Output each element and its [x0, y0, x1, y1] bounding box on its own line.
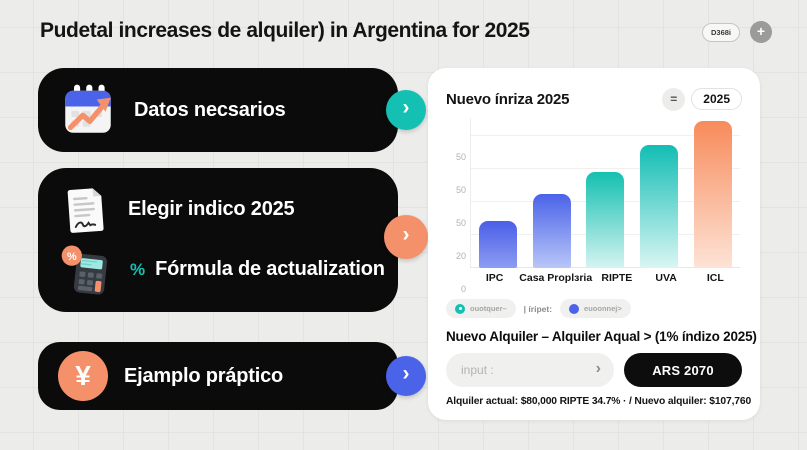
bar-ipc — [478, 221, 517, 268]
step-label-indice: Elegir indico 2025 — [128, 198, 295, 220]
page-title: Pudetal increases de alquiler) in Argent… — [40, 19, 530, 42]
currency-icon: ¥ — [58, 351, 108, 401]
step-label-datos: Datos necsarios — [134, 98, 286, 121]
x-axis-label: UVA — [655, 272, 677, 284]
step-card-datos[interactable]: Datos necsarios — [38, 68, 398, 152]
step-label-ejemplo: Ejamplo práptico — [124, 364, 284, 387]
percent-prefix: % — [130, 259, 146, 279]
x-axis-label: ICL — [706, 272, 724, 284]
y-axis-tick: 20 — [455, 251, 466, 261]
legend-pill-label: euoonnej> — [584, 304, 622, 313]
step-card-ejemplo[interactable]: ¥ Ejamplo práptico — [38, 342, 398, 410]
next-arrow-button-teal[interactable]: › — [386, 90, 426, 130]
chart-column — [471, 118, 525, 268]
x-axis-label: IPC — [485, 272, 504, 284]
equals-toggle-button[interactable]: = — [662, 87, 686, 111]
next-arrow-button-blue[interactable]: › — [386, 356, 426, 396]
panel-title: Nuevo ínriza 2025 — [446, 90, 570, 108]
calculator-percent-icon: % — [60, 243, 114, 297]
x-axis-label: Casa Proplɜria — [519, 272, 593, 284]
y-axis-tick: 50 — [455, 185, 466, 195]
legend-pill-teal: ouotquer– — [446, 299, 516, 318]
svg-text:%: % — [67, 250, 77, 262]
bar-icl — [694, 121, 733, 268]
chevron-right-icon: › — [402, 362, 410, 385]
legend-pill-label: ouotquer– — [470, 304, 507, 313]
step-card-indice-formula[interactable]: Elegir indico 2025 — [38, 168, 398, 312]
example-footnote: Alquiler actual: $80,000 RIPTE 34.7% · /… — [446, 396, 752, 407]
chart-legend: ouotquer– | íripet: euoonnej> — [446, 299, 742, 318]
bar-ripte — [586, 172, 625, 268]
y-axis-tick: 50 — [455, 218, 466, 228]
chart-column — [632, 118, 686, 268]
formula-text: Nuevo Alquiler – Alquiler Aqual > (1% ín… — [446, 329, 757, 344]
chart-column — [686, 118, 740, 268]
x-axis-labels: IPC Casa Proplɜria RIPTE UVA ICL — [470, 272, 740, 284]
legend-separator-text: | íripet: — [523, 303, 553, 314]
chart-column — [579, 118, 633, 268]
year-pill-button[interactable]: 2025 — [691, 88, 742, 110]
year-toggle: = 2025 — [662, 87, 742, 111]
x-axis-label: RIPTE — [601, 272, 633, 284]
bar-casa-propl-ria — [532, 194, 571, 268]
y-axis-tick: 0 — [460, 284, 466, 294]
calendar-trend-icon — [60, 82, 116, 138]
bar-chart: 0 20 50 50 50 IPC Casa Proplɜria RIPTE UVA I… — [446, 118, 742, 294]
gridline — [471, 135, 740, 136]
watermark-badge: D368i — [702, 23, 741, 42]
add-button[interactable]: + — [750, 21, 772, 43]
chart-column — [525, 118, 579, 268]
input-chevron-icon: › — [595, 360, 601, 377]
teal-dot-icon — [455, 303, 465, 314]
chevron-right-icon: › — [402, 223, 410, 246]
blue-dot-icon — [569, 303, 580, 314]
amount-input-wrap: › — [446, 353, 614, 387]
gridline — [471, 168, 740, 169]
legend-pill-blue: euoonnej> — [560, 299, 631, 318]
next-arrow-button-orange[interactable]: › — [384, 215, 428, 259]
step-label-formula: Fórmula de actualization — [155, 258, 385, 280]
y-axis-tick: 50 — [455, 152, 466, 162]
contract-document-icon — [60, 184, 112, 236]
calculator-panel: Nuevo ínriza 2025 = 2025 0 20 50 50 50 I… — [428, 68, 760, 420]
chevron-right-icon: › — [402, 96, 410, 119]
plot-area — [470, 118, 740, 268]
bar-uva — [640, 145, 679, 268]
result-button[interactable]: ARS 2070 — [624, 353, 742, 387]
amount-input[interactable] — [446, 353, 614, 387]
